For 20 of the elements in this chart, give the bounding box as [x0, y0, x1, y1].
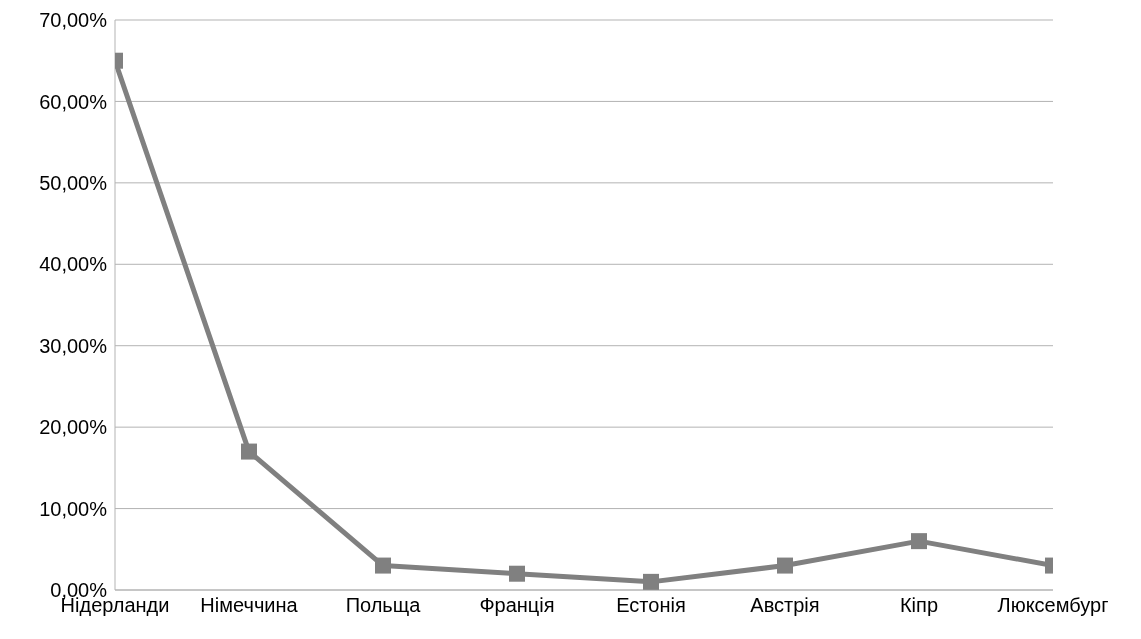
y-tick-label: 30,00% [39, 334, 108, 357]
point [911, 533, 927, 550]
y-tick-label: 10,00% [39, 497, 108, 520]
x-tick-label: Кіпр [899, 594, 939, 617]
y-tick-label: 60,00% [39, 90, 108, 113]
y-tick-label: 20,00% [39, 416, 108, 439]
point [241, 443, 257, 460]
x-tick-label: Франція [479, 594, 555, 617]
x-tick-label: Естонія [616, 594, 686, 617]
x-tick-label: Люксембург [997, 594, 1109, 617]
y-tick-label: 40,00% [39, 253, 108, 276]
point [643, 573, 659, 590]
x-tick-label: Польща [345, 594, 422, 617]
point [777, 557, 793, 574]
x-tick-label: Австрія [750, 594, 820, 617]
x-tick-label: Німеччина [200, 594, 299, 617]
point [375, 557, 391, 574]
y-tick-label: 50,00% [39, 171, 108, 194]
y-tick-label: 70,00% [39, 9, 108, 32]
point [509, 565, 525, 582]
